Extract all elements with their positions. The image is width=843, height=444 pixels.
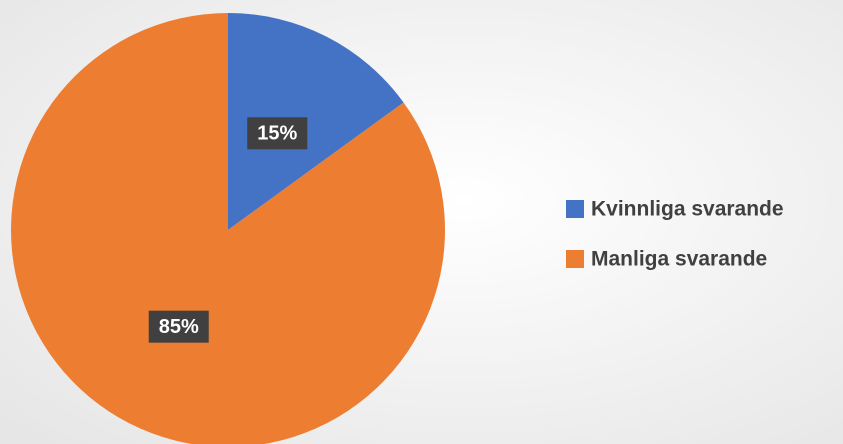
data-label-box xyxy=(148,310,209,343)
legend-swatch xyxy=(566,200,584,218)
pie-slice xyxy=(228,13,404,230)
legend-label: Kvinnliga svarande xyxy=(591,198,784,221)
data-label: 15% xyxy=(257,123,297,145)
data-label-box xyxy=(247,117,308,150)
legend-swatch xyxy=(566,250,584,268)
legend-label: Manliga svarande xyxy=(591,248,767,271)
data-label: 85% xyxy=(159,316,199,338)
pie-slice xyxy=(11,13,445,444)
